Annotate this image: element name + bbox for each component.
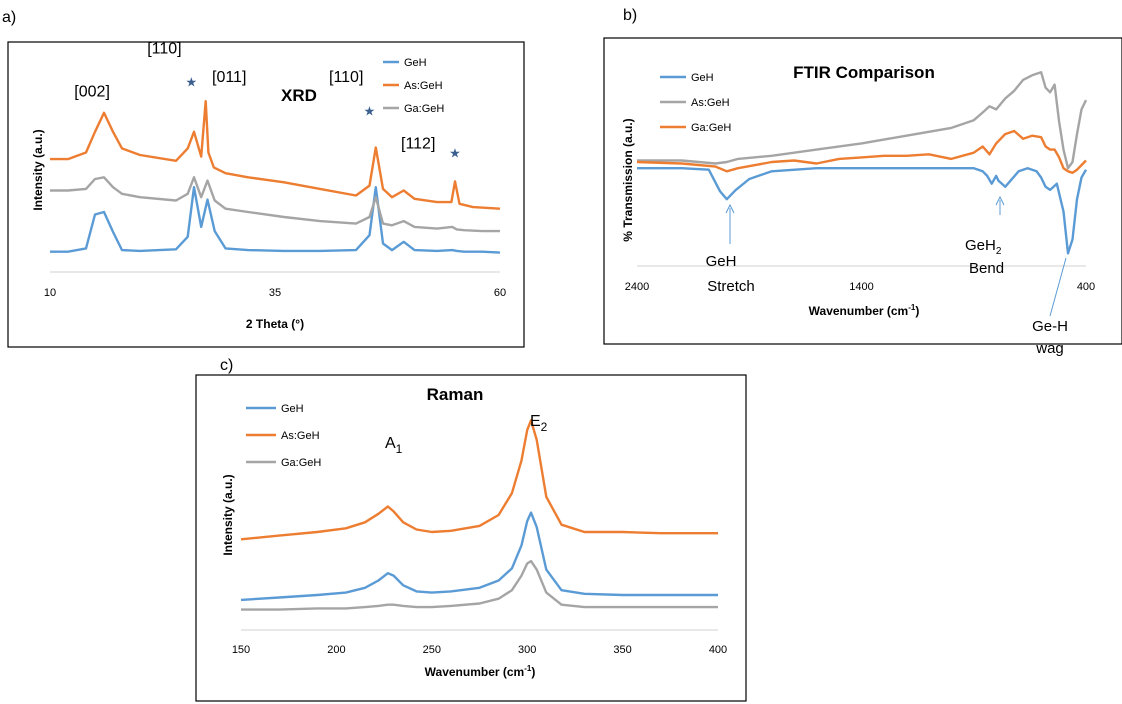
xrd-star-marker: ★ xyxy=(185,74,197,89)
raman-x-tick-label: 400 xyxy=(709,644,727,656)
xrd-annotation-label: [112] xyxy=(401,135,435,152)
xrd-plot-area xyxy=(50,99,501,254)
panel-c-label: c) xyxy=(220,357,233,374)
raman-title: Raman xyxy=(427,385,484,404)
ftir-arrow-wag xyxy=(1049,257,1067,317)
panel-a-label: a) xyxy=(2,9,16,26)
xrd-y-axis-label: Intensity (a.u.) xyxy=(31,129,45,210)
ftir-frame xyxy=(603,37,1122,345)
raman-panel: Raman Wavenumber (cm-1) Intensity (a.u.)… xyxy=(195,374,747,702)
ftir-arrowhead-bend xyxy=(995,195,1005,206)
raman-plot-area xyxy=(240,419,718,611)
xrd-series-geh xyxy=(50,185,501,254)
raman-annotation-e2: E2 xyxy=(530,413,548,434)
raman-x-tick-label: 200 xyxy=(327,644,345,656)
xrd-legend-label-as-geh: As:GeH xyxy=(404,80,443,92)
xrd-legend: GeH As:GeH Ga:GeH xyxy=(383,57,444,115)
raman-series-as-geh xyxy=(240,419,718,541)
ftir-annotation-bend: Bend xyxy=(969,260,1004,277)
xrd-annotation-label: [002] xyxy=(74,83,110,100)
ftir-series-geh xyxy=(637,166,1088,255)
xrd-x-axis-label: 2 Theta (°) xyxy=(246,317,304,331)
ftir-y-axis-label: % Transmission (a.u.) xyxy=(621,118,635,241)
raman-legend: GeH As:GeH Ga:GeH xyxy=(246,403,321,469)
raman-legend-label-geh: GeH xyxy=(281,403,304,415)
ftir-annotation-stretch: Stretch xyxy=(707,278,755,295)
xrd-x-ticks: 10 35 60 xyxy=(44,287,506,299)
ftir-x-tick-label: 2400 xyxy=(625,281,649,293)
ftir-legend-label-as-geh: As:GeH xyxy=(691,97,730,109)
ftir-x-axis-label: Wavenumber (cm-1) xyxy=(809,303,920,318)
ftir-legend-label-geh: GeH xyxy=(691,72,714,84)
xrd-annotation-label: [110] xyxy=(329,69,363,86)
raman-annotation-a1: A1 xyxy=(385,435,403,456)
ftir-annotations: GeH Stretch GeH2 Bend Ge-H wag xyxy=(706,195,1068,357)
xrd-title: XRD xyxy=(281,86,317,105)
xrd-star-marker: ★ xyxy=(449,146,461,161)
xrd-panel: XRD 2 Theta (°) Intensity (a.u.) 10 35 60 … xyxy=(7,40,525,348)
ftir-x-ticks: 2400 1400 400 xyxy=(625,281,1095,293)
xrd-x-tick-label: 10 xyxy=(44,287,56,299)
ftir-annotation-geh2: GeH2 xyxy=(965,237,1002,257)
raman-x-ticks: 150 200 250 300 350 400 xyxy=(232,644,727,656)
raman-legend-label-ga-geh: Ga:GeH xyxy=(281,457,321,469)
raman-x-tick-label: 250 xyxy=(423,644,441,656)
panel-b-label: b) xyxy=(623,7,637,24)
raman-x-axis-label: Wavenumber (cm-1) xyxy=(425,664,536,679)
ftir-annotation-geh: GeH xyxy=(706,253,737,270)
ftir-annotation-ge-h: Ge-H xyxy=(1032,318,1068,335)
xrd-series-ga-geh xyxy=(50,176,500,233)
raman-series-geh xyxy=(240,511,718,602)
raman-frame xyxy=(195,374,747,702)
xrd-x-tick-label: 60 xyxy=(494,287,506,299)
xrd-legend-label-geh: GeH xyxy=(404,57,427,69)
ftir-x-tick-label: 1400 xyxy=(849,281,873,293)
raman-legend-label-as-geh: As:GeH xyxy=(281,430,320,442)
xrd-annotation-label: [011] xyxy=(212,69,246,86)
xrd-annotations: [002] [110] [011] [110] [112] ★ ★ ★ xyxy=(74,40,461,160)
raman-x-tick-label: 150 xyxy=(232,644,250,656)
raman-y-axis-label: Intensity (a.u.) xyxy=(221,474,235,555)
ftir-series-as-geh xyxy=(637,70,1088,170)
ftir-series-ga-geh xyxy=(636,129,1087,175)
xrd-legend-label-ga-geh: Ga:GeH xyxy=(404,103,444,115)
xrd-annotation-label: [110] xyxy=(147,40,181,57)
raman-series-ga-geh xyxy=(241,559,718,611)
ftir-plot-area xyxy=(636,70,1088,255)
raman-x-tick-label: 350 xyxy=(613,644,631,656)
xrd-x-tick-label: 35 xyxy=(269,287,281,299)
ftir-legend: GeH As:GeH Ga:GeH xyxy=(660,72,731,134)
xrd-frame xyxy=(7,41,525,348)
raman-x-tick-label: 300 xyxy=(518,644,536,656)
ftir-annotation-wag: wag xyxy=(1035,340,1064,357)
ftir-panel: FTIR Comparison Wavenumber (cm-1) % Tran… xyxy=(603,37,1122,357)
xrd-star-marker: ★ xyxy=(364,103,376,118)
ftir-arrowhead-stretch xyxy=(725,203,735,214)
ftir-x-tick-label: 400 xyxy=(1077,281,1095,293)
ftir-title: FTIR Comparison xyxy=(793,63,935,82)
xrd-series-as-geh xyxy=(50,99,501,210)
ftir-legend-label-ga-geh: Ga:GeH xyxy=(691,122,731,134)
